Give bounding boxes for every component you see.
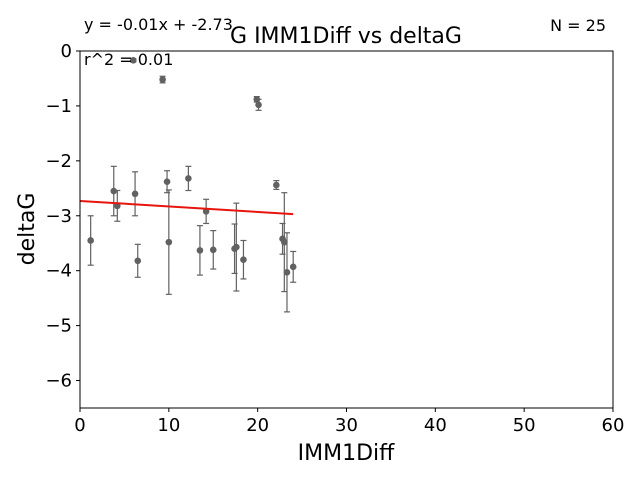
- y-axis-label: deltaG: [15, 193, 40, 266]
- chart-title: G IMM1Diff vs deltaG: [230, 24, 462, 49]
- point-marker: [185, 175, 192, 182]
- x-tick-label: 50: [513, 415, 536, 436]
- data-point: [114, 189, 121, 222]
- point-marker: [209, 246, 217, 254]
- data-point: [209, 229, 217, 270]
- data-point: [130, 57, 137, 64]
- point-marker: [159, 76, 166, 83]
- data-point: [255, 98, 262, 111]
- x-axis-label: IMM1Diff: [298, 441, 396, 466]
- y-tick-label: −5: [45, 316, 72, 337]
- x-tick-label: 60: [602, 415, 625, 436]
- point-marker: [273, 181, 280, 189]
- point-marker: [134, 257, 142, 265]
- y-tick-label: −1: [45, 96, 72, 117]
- point-marker: [87, 237, 94, 244]
- y-tick-label: −2: [45, 151, 72, 172]
- data-point: [134, 243, 142, 278]
- point-marker: [289, 263, 297, 271]
- point-marker: [281, 238, 288, 246]
- data-point: [87, 215, 94, 266]
- point-marker: [165, 238, 173, 246]
- data-point: [240, 239, 247, 280]
- regression-layer: [79, 199, 294, 216]
- data-point: [289, 250, 297, 283]
- data-point: [202, 198, 210, 225]
- point-marker: [130, 57, 137, 64]
- y-tick-label: −3: [45, 206, 72, 227]
- n-annotation: N = 25: [550, 16, 606, 35]
- data-point: [110, 165, 118, 217]
- point-marker: [163, 178, 171, 186]
- data-point: [159, 75, 166, 84]
- data-point: [281, 192, 288, 293]
- point-marker: [283, 269, 291, 276]
- equation-annotation: y = -0.01x + -2.73: [84, 15, 233, 34]
- data-point: [273, 180, 280, 191]
- points-layer: [87, 57, 297, 313]
- y-tick-label: 0: [61, 41, 72, 62]
- data-point: [196, 225, 204, 276]
- point-marker: [131, 190, 139, 198]
- r2-annotation: r^2 = 0.01: [84, 50, 173, 69]
- y-tick-label: −6: [45, 371, 72, 392]
- x-tick-label: 30: [335, 415, 358, 436]
- data-point: [131, 171, 139, 217]
- x-tick-label: 20: [246, 415, 269, 436]
- x-tick-label: 0: [74, 415, 85, 436]
- point-marker: [110, 187, 118, 195]
- y-tick-label: −4: [45, 261, 72, 282]
- data-point: [185, 165, 192, 192]
- x-tick-label: 10: [157, 415, 180, 436]
- point-marker: [233, 243, 240, 251]
- point-marker: [255, 101, 262, 109]
- data-point: [283, 232, 291, 313]
- point-marker: [240, 256, 247, 264]
- y-axis-ticks: 0 −1 −2 −3 −4 −5 −6: [45, 41, 80, 392]
- x-tick-label: 40: [424, 415, 447, 436]
- data-point: [233, 202, 240, 292]
- x-axis-ticks: 0 10 20 30 40 50 60: [74, 408, 624, 436]
- plot-frame: [79, 50, 614, 409]
- regression-line: [79, 199, 294, 216]
- point-marker: [196, 247, 204, 254]
